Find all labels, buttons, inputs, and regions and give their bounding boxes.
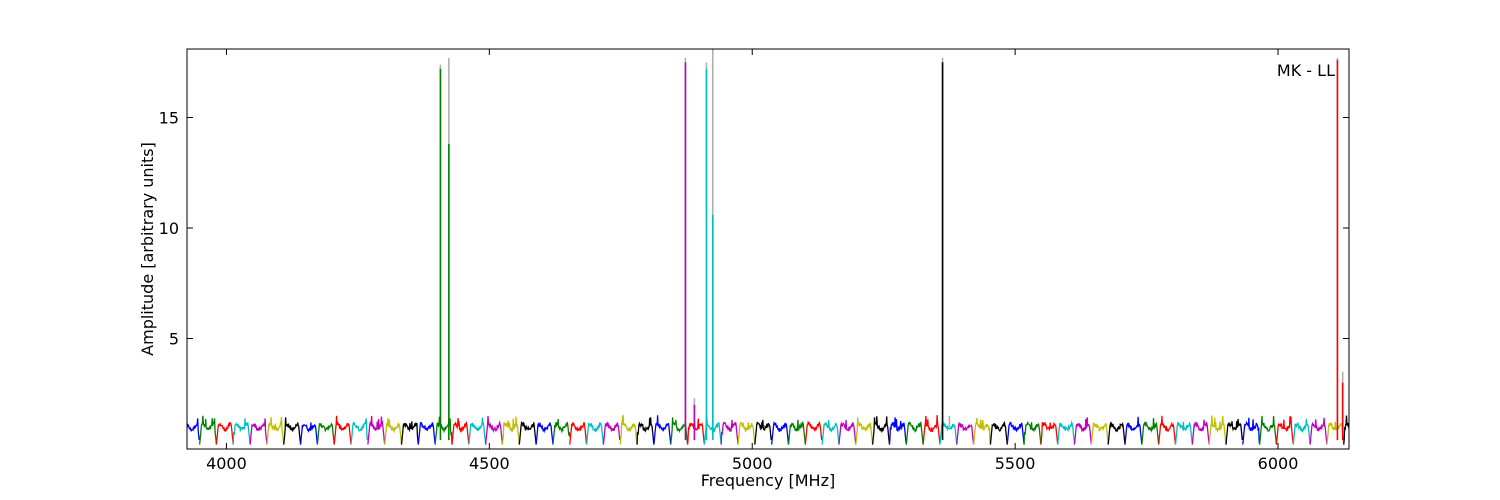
y-axis-label: Amplitude [arbitrary units] bbox=[138, 142, 157, 356]
baseline-band-line bbox=[484, 415, 504, 445]
baseline-band-line bbox=[1208, 415, 1227, 445]
baseline-band-line bbox=[855, 417, 874, 445]
y-tick-label: 15 bbox=[159, 109, 179, 128]
baseline-band-line bbox=[552, 419, 571, 445]
y-tick-label: 5 bbox=[169, 330, 179, 349]
baseline-band-line bbox=[1141, 417, 1160, 445]
x-tick-label: 4000 bbox=[206, 454, 247, 473]
baseline-band-line bbox=[1006, 421, 1025, 445]
baseline-band-line bbox=[922, 415, 941, 445]
baseline-band-line bbox=[1023, 421, 1042, 445]
baseline-band-line bbox=[972, 418, 992, 445]
baseline-band-line bbox=[384, 418, 403, 445]
baseline-annotation: MK - LL bbox=[1277, 61, 1335, 80]
baseline-band-line bbox=[569, 421, 588, 445]
baseline-band-line bbox=[720, 419, 739, 445]
baseline-band-line bbox=[1258, 415, 1278, 445]
baseline-band-line bbox=[636, 417, 655, 445]
baseline-band-line bbox=[653, 415, 672, 445]
baseline-band-line bbox=[787, 419, 806, 445]
x-axis-ticks: 4000 4500 5000 5500 6000 bbox=[206, 49, 1298, 473]
baseline-band-line bbox=[619, 414, 638, 445]
y-axis-ticks: 5 10 15 bbox=[159, 109, 1349, 349]
baseline-band-line bbox=[232, 418, 251, 445]
baseline-band-line bbox=[888, 417, 907, 445]
baseline-band-line bbox=[215, 421, 234, 445]
baseline-band-line bbox=[1292, 419, 1311, 445]
baseline-band-line bbox=[989, 420, 1008, 445]
baseline-band-line bbox=[535, 422, 554, 445]
baseline-band-line bbox=[1057, 419, 1076, 445]
baseline-band-line bbox=[249, 418, 268, 445]
baseline-band-line bbox=[871, 416, 891, 445]
baseline-band-line bbox=[1158, 415, 1177, 445]
baseline-band-line bbox=[1174, 421, 1193, 445]
baseline-band-line bbox=[1073, 417, 1093, 445]
baseline-band-line bbox=[1309, 417, 1328, 445]
baseline-band-line bbox=[1225, 419, 1244, 445]
baseline-band-line bbox=[1124, 416, 1143, 445]
baseline-band-line bbox=[804, 420, 823, 445]
baseline-band-line bbox=[417, 421, 436, 445]
x-tick-label: 6000 bbox=[1258, 454, 1299, 473]
baseline-band-line bbox=[518, 421, 537, 445]
baseline-band-line bbox=[468, 417, 487, 445]
y-tick-label: 10 bbox=[159, 219, 179, 238]
baseline-band-line bbox=[350, 418, 369, 445]
axes-frame bbox=[186, 48, 1350, 450]
baseline-band-line bbox=[187, 418, 201, 441]
spike-series bbox=[439, 60, 1344, 441]
baseline-band-line bbox=[299, 422, 319, 445]
x-tick-label: 4500 bbox=[469, 454, 510, 473]
baseline-band-line bbox=[754, 419, 773, 445]
baseline-band-line bbox=[585, 421, 605, 445]
baseline-band-line bbox=[283, 417, 302, 445]
baseline-band-line bbox=[1040, 421, 1059, 445]
baseline-band-line bbox=[400, 421, 419, 445]
baseline-band-line bbox=[1242, 417, 1261, 445]
baseline-band-line bbox=[367, 415, 386, 445]
baseline-band-line bbox=[821, 420, 840, 445]
baseline-band-line bbox=[1275, 416, 1294, 445]
baseline-band-line bbox=[905, 420, 924, 445]
baseline-band-line bbox=[956, 421, 975, 445]
baseline-band-line bbox=[1090, 421, 1109, 445]
baseline-band-line bbox=[1326, 421, 1345, 445]
baseline-band-line bbox=[1107, 421, 1126, 445]
x-axis-label: Frequency [MHz] bbox=[701, 471, 835, 490]
baseline-band-line bbox=[333, 415, 352, 445]
baseline-band-line bbox=[1343, 415, 1349, 445]
baseline-band-line bbox=[602, 421, 621, 445]
x-tick-label: 5000 bbox=[732, 454, 773, 473]
baseline-series bbox=[187, 414, 1349, 445]
baseline-band-line bbox=[501, 416, 520, 445]
baseline-band-line bbox=[838, 420, 857, 445]
baseline-band-line bbox=[266, 416, 285, 445]
baseline-band-line bbox=[737, 421, 756, 445]
baseline-band-line bbox=[198, 415, 218, 445]
baseline-band-line bbox=[686, 418, 706, 445]
baseline-band-line bbox=[316, 422, 335, 445]
baseline-band-line bbox=[451, 417, 470, 445]
baseline-band-line bbox=[771, 420, 790, 445]
baseline-band-line bbox=[1191, 419, 1210, 445]
x-tick-label: 5500 bbox=[995, 454, 1036, 473]
